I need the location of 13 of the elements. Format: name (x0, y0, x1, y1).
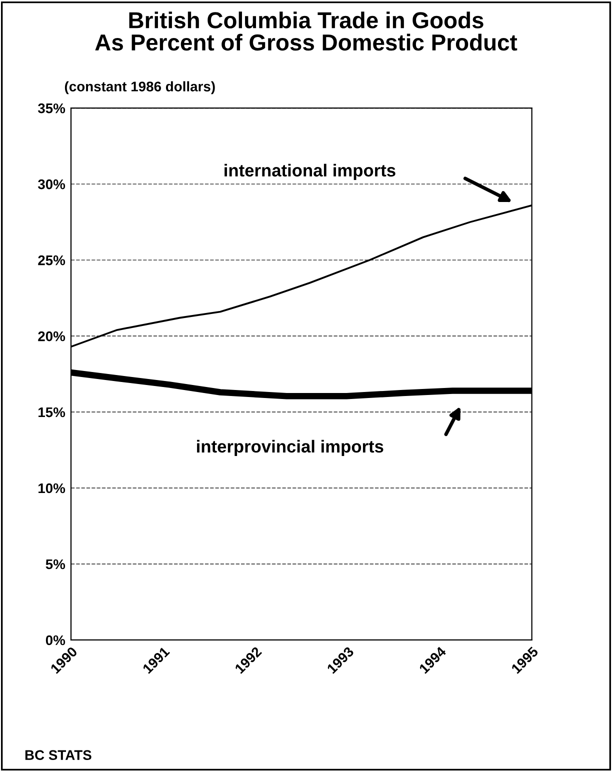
annotation: interprovincial imports (197, 440, 384, 456)
y-tick-label: 30% (38, 179, 66, 190)
text: BC STATS (25, 750, 92, 760)
y-tick-label: 15% (38, 407, 66, 418)
y-tick-label: 20% (38, 331, 66, 342)
chart-subtitle: (constant 1986 dollars) (64, 81, 215, 94)
y-tick-label: 35% (38, 103, 66, 114)
chart-title: British Columbia Trade in Goods As Percent of Gross Domestic Product (95, 12, 518, 51)
y-tick-label: 0% (46, 635, 66, 646)
y-tick-label: 10% (38, 483, 66, 494)
y-tick-label: 25% (38, 255, 66, 266)
annotation: international imports (224, 164, 396, 180)
y-tick-label: 5% (46, 559, 66, 570)
